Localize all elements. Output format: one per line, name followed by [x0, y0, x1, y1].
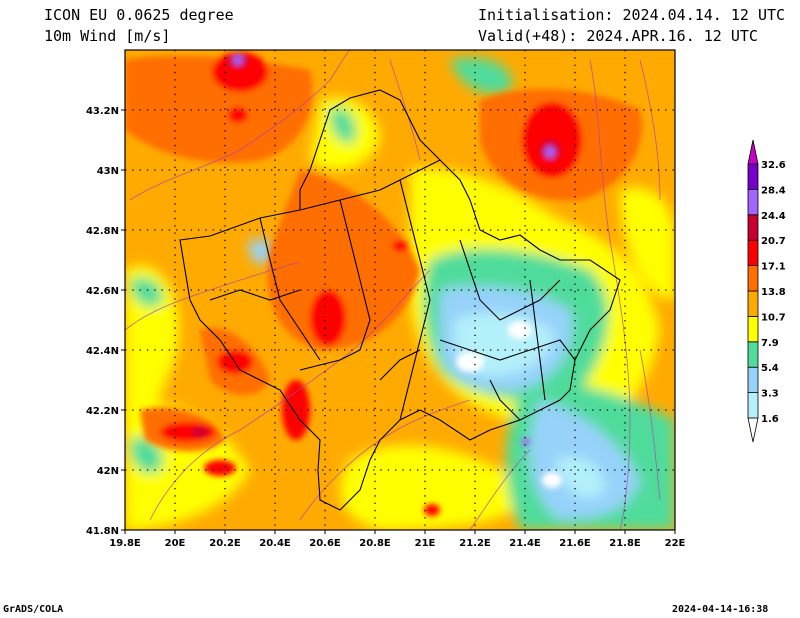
colorbar-level-label: 20.7: [761, 236, 786, 247]
colorbar-swatch: [747, 163, 759, 190]
colorbar-level-label: 24.4: [761, 211, 786, 222]
lon-tick-label: 21.8E: [609, 538, 641, 549]
colorbar-level-label: 28.4: [761, 185, 786, 196]
lat-tick-label: 42.6N: [86, 286, 119, 297]
colorbar-low-triangle: [747, 417, 759, 443]
lon-tick-label: 21.4E: [509, 538, 541, 549]
grads-credit: GrADS/COLA: [3, 604, 64, 615]
wind-map: 19.8E 20E 20.2E 20.4E 20.6E 20.8E 21E 21.2E 21.4…: [86, 49, 786, 549]
colorbar-swatch: [747, 239, 759, 266]
model-title: ICON EU 0.0625 degree: [44, 6, 234, 24]
render-timestamp: 2024-04-14-16:38: [672, 604, 769, 615]
lon-tick-label: 20.8E: [359, 538, 391, 549]
colorbar-swatch: [747, 366, 759, 394]
lat-tick-label: 43.2N: [86, 106, 119, 117]
lon-tick-label: 19.8E: [109, 538, 141, 549]
wind-speed-field: [125, 50, 675, 530]
valid-time: Valid(+48): 2024.APR.16. 12 UTC: [478, 27, 758, 45]
lon-tick-label: 21.2E: [459, 538, 491, 549]
colorbar-level-label: 13.8: [761, 287, 786, 298]
field-title: 10m Wind [m/s]: [44, 27, 171, 45]
colorbar-swatch: [747, 341, 759, 368]
lon-tick-label: 20.4E: [259, 538, 291, 549]
lat-tick-label: 42.4N: [86, 346, 119, 357]
colorbar-level-label: 7.9: [761, 338, 779, 349]
colorbar-level-label: 5.4: [761, 363, 779, 374]
admin-borders: [179, 89, 621, 511]
lon-tick-label: 20.2E: [209, 538, 241, 549]
lon-tick-label: 21E: [415, 538, 436, 549]
lon-tick-label: 21.6E: [559, 538, 591, 549]
colorbar-swatch: [747, 214, 759, 241]
lon-tick-label: 20E: [165, 538, 186, 549]
lat-tick-label: 43N: [97, 166, 119, 177]
colorbar-level-label: 10.7: [761, 312, 786, 323]
colorbar-swatch: [747, 315, 759, 343]
colorbar-level-label: 3.3: [761, 389, 779, 400]
lat-tick-labels: 41.8N 42N 42.2N 42.4N 42.6N 42.8N 43N 43.2N: [86, 106, 125, 537]
colorbar-swatch: [747, 392, 759, 419]
colorbar-swatch: [747, 265, 759, 292]
colorbar-swatch: [747, 188, 759, 216]
colorbar-level-label: 17.1: [761, 262, 786, 273]
lat-tick-label: 41.8N: [86, 526, 119, 537]
colorbar-high-triangle: [747, 139, 759, 165]
lon-tick-label: 22E: [665, 538, 686, 549]
colorbar-level-label: 1.6: [761, 414, 779, 425]
colorbar: 1.6 3.3 5.4 7.9 10.7 13.8 17.1 20.7 24.4 28.4 32.6: [747, 139, 786, 443]
lat-tick-label: 42.2N: [86, 406, 119, 417]
lat-tick-label: 42N: [97, 466, 119, 477]
lon-tick-label: 20.6E: [309, 538, 341, 549]
colorbar-level-label: 32.6: [761, 160, 786, 171]
colorbar-swatch: [747, 290, 759, 317]
init-time: Initialisation: 2024.04.14. 12 UTC: [478, 6, 786, 24]
lon-tick-labels: 19.8E 20E 20.2E 20.4E 20.6E 20.8E 21E 21.2E 21.4…: [109, 530, 686, 549]
lat-tick-label: 42.8N: [86, 226, 119, 237]
